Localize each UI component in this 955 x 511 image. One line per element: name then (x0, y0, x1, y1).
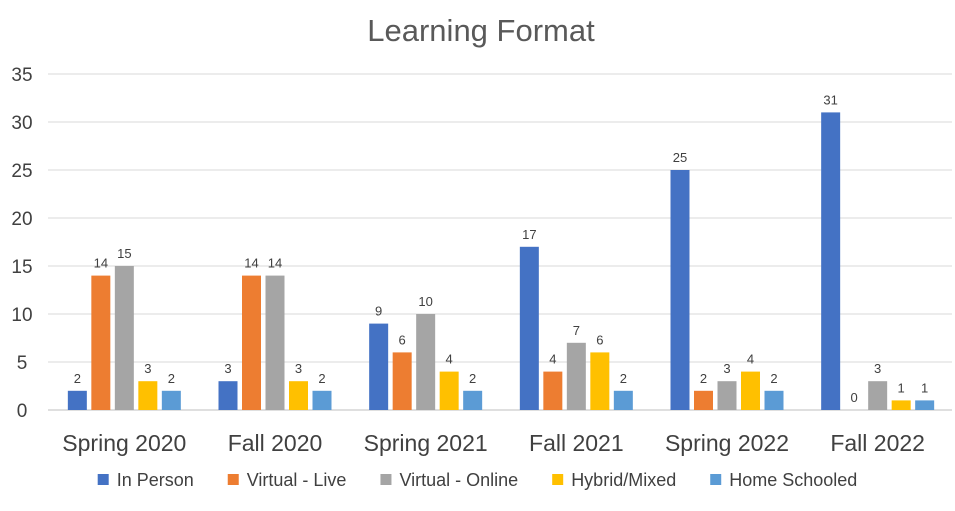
y-tick-label: 20 (11, 209, 32, 230)
bar (369, 323, 389, 410)
data-label: 2 (620, 371, 627, 386)
legend-label: Home Schooled (729, 470, 857, 490)
legend-label: Virtual - Online (399, 470, 518, 490)
data-label: 4 (747, 352, 754, 367)
legend: In Person Virtual - Live Virtual - Online H… (97, 470, 857, 490)
legend-swatch (710, 474, 722, 485)
bar (242, 275, 261, 410)
bar (613, 390, 633, 410)
legend-swatch (227, 474, 239, 485)
data-label: 14 (94, 256, 108, 271)
bar (868, 381, 888, 410)
bar (590, 352, 610, 410)
x-axis-ticks: Spring 2020 Fall 2020 Spring 2021 Fall 2021… (62, 430, 925, 456)
bar (439, 371, 459, 410)
bar (416, 314, 436, 410)
data-label: 31 (823, 92, 837, 107)
bar (694, 390, 713, 410)
y-tick-label: 25 (11, 161, 32, 182)
bar (463, 390, 483, 410)
data-label: 6 (399, 332, 406, 347)
legend-item: Virtual - Online (380, 470, 518, 490)
bar (392, 352, 412, 410)
data-label: 6 (596, 332, 603, 347)
x-tick-label: Spring 2021 (364, 430, 488, 456)
legend-swatch (97, 474, 109, 485)
bar (764, 390, 784, 410)
legend-swatch (552, 474, 564, 485)
data-label: 2 (168, 371, 175, 386)
data-label: 7 (573, 323, 580, 338)
data-label: 0 (851, 390, 858, 405)
bar (218, 381, 238, 410)
bar (265, 275, 285, 410)
bar (138, 381, 158, 410)
data-label: 25 (673, 150, 687, 165)
data-label: 3 (224, 361, 231, 376)
data-label: 2 (74, 371, 81, 386)
legend-label: In Person (117, 470, 194, 490)
data-label: 3 (723, 361, 730, 376)
x-tick-label: Spring 2020 (62, 430, 186, 456)
bar (91, 275, 111, 410)
data-label: 2 (700, 371, 707, 386)
bar (543, 371, 563, 410)
x-tick-label: Fall 2020 (228, 430, 323, 456)
legend-label: Virtual - Live (247, 470, 347, 490)
bar (566, 342, 586, 410)
data-label: 3 (144, 361, 151, 376)
bars (67, 112, 935, 411)
bar (114, 266, 134, 410)
y-tick-label: 30 (11, 113, 32, 134)
data-label: 2 (469, 371, 476, 386)
data-label: 3 (295, 361, 302, 376)
y-axis-ticks: 0 5 10 15 20 25 30 35 (11, 65, 32, 422)
data-label: 14 (244, 256, 258, 271)
data-label: 4 (446, 352, 453, 367)
data-label: 17 (522, 227, 536, 242)
data-label: 10 (418, 294, 432, 309)
x-tick-label: Spring 2022 (665, 430, 789, 456)
y-tick-label: 35 (11, 65, 32, 86)
x-tick-label: Fall 2021 (529, 430, 624, 456)
legend-swatch (380, 474, 392, 485)
legend-item: Home Schooled (710, 470, 857, 490)
legend-item: Virtual - Live (227, 470, 347, 490)
bar (741, 371, 760, 410)
data-label: 1 (921, 380, 928, 395)
data-label: 1 (898, 380, 905, 395)
legend-item: In Person (97, 470, 194, 490)
legend-label: Hybrid/Mixed (571, 470, 676, 490)
bar (717, 381, 737, 410)
data-label: 2 (770, 371, 777, 386)
bar (670, 170, 690, 410)
bar (891, 400, 911, 410)
data-label: 15 (117, 246, 131, 261)
data-label: 3 (874, 361, 881, 376)
y-tick-label: 10 (11, 305, 32, 326)
gridlines (48, 73, 952, 411)
bar (312, 390, 332, 410)
data-label: 14 (268, 256, 282, 271)
y-tick-label: 0 (17, 401, 28, 422)
bar (821, 112, 841, 411)
bar (915, 400, 935, 410)
chart-title: Learning Format (367, 13, 595, 48)
bar (289, 381, 308, 410)
x-tick-label: Fall 2022 (830, 430, 925, 456)
data-label: 9 (375, 304, 382, 319)
data-label: 4 (549, 352, 556, 367)
legend-item: Hybrid/Mixed (552, 470, 676, 490)
bar (161, 390, 181, 410)
bar (67, 390, 87, 410)
y-tick-label: 15 (11, 257, 32, 278)
bar (519, 246, 539, 410)
data-label: 2 (318, 371, 325, 386)
y-tick-label: 5 (17, 353, 28, 374)
